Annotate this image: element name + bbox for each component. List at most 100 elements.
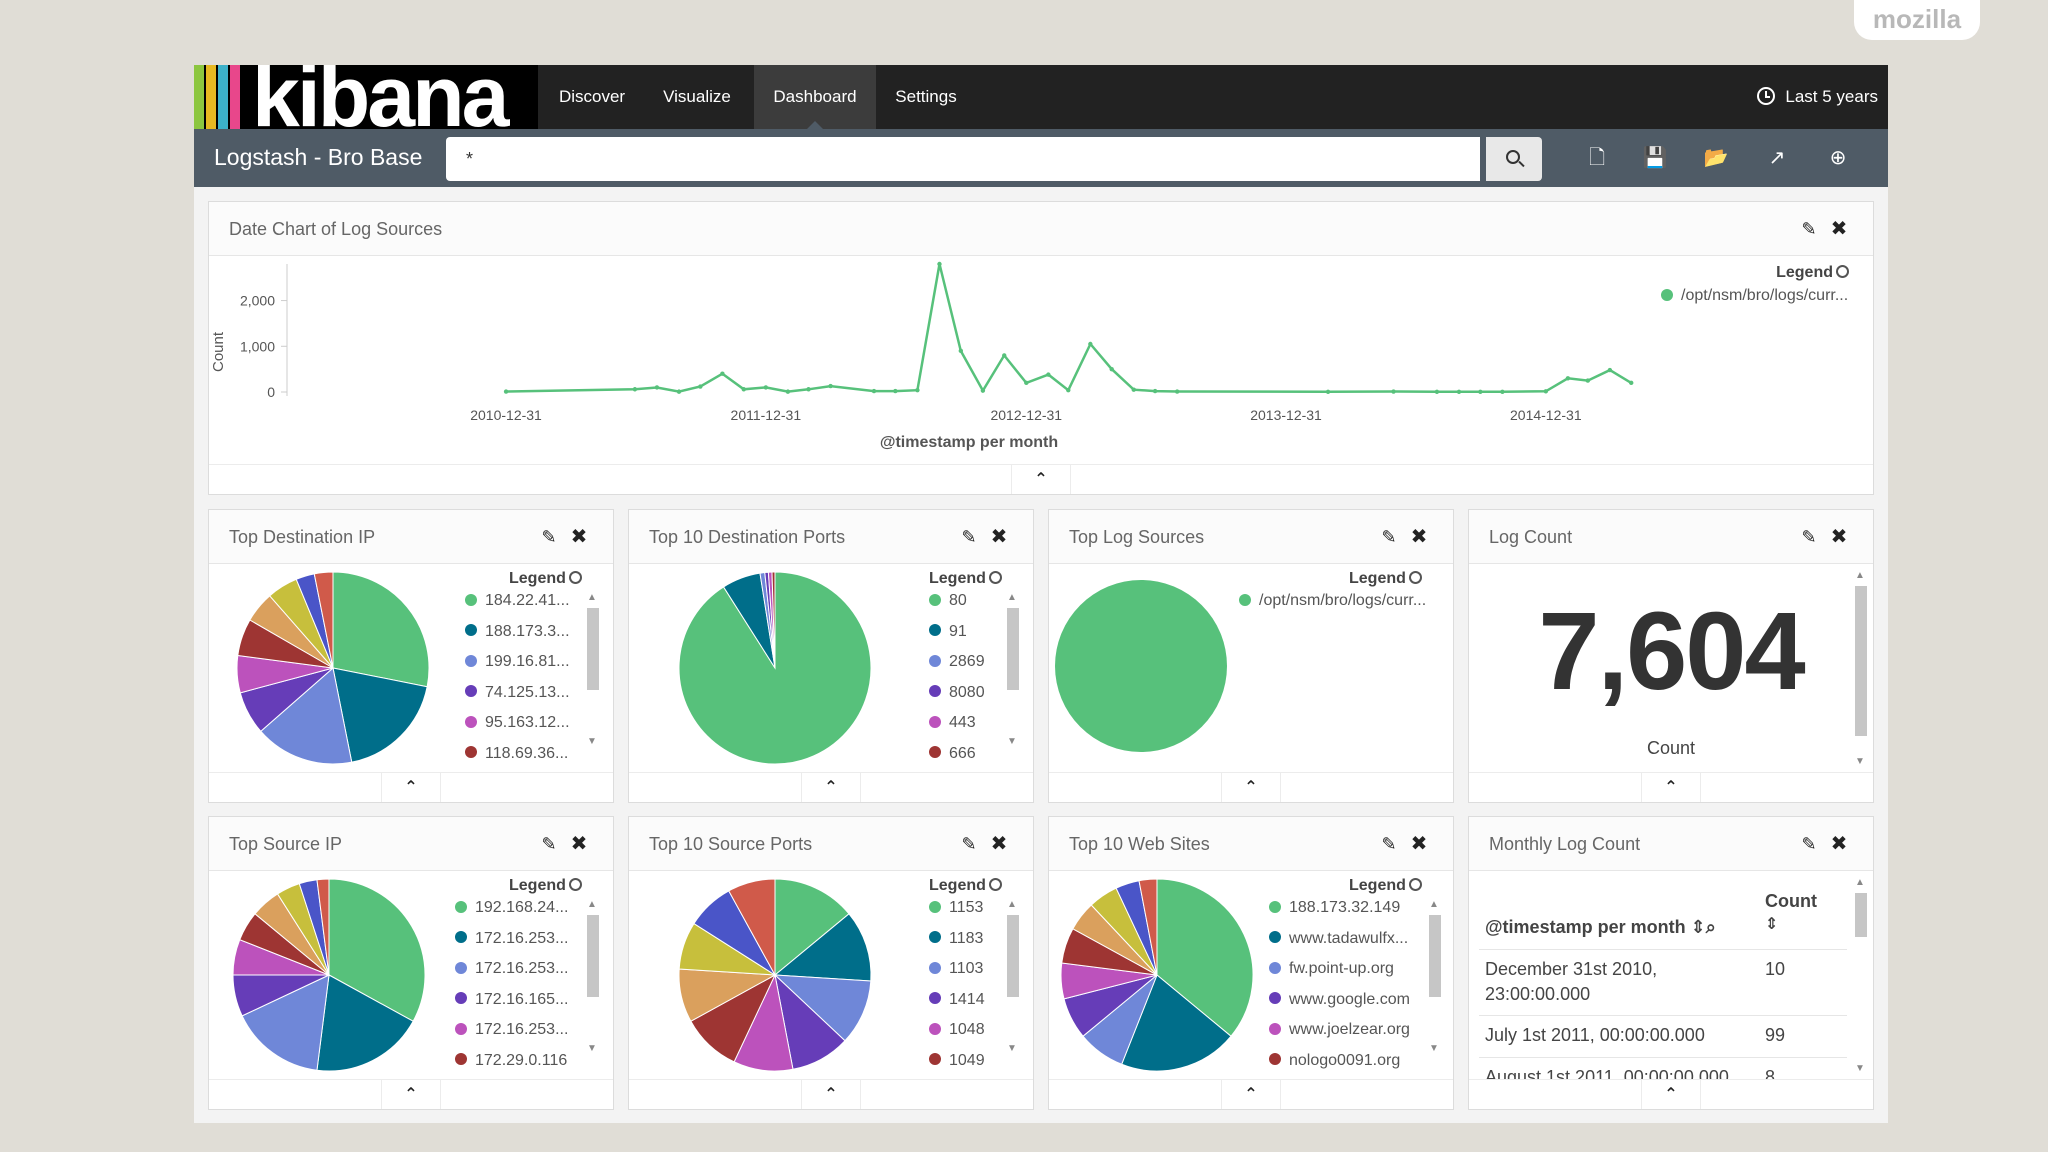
data-point[interactable] (1109, 366, 1114, 372)
scroll-down-arrow[interactable]: ▼ (1429, 1043, 1439, 1054)
legend-toggle[interactable]: Legend (509, 877, 582, 895)
new-dashboard-icon[interactable]: 🗋 (1588, 147, 1606, 169)
edit-icon[interactable]: ✎ (541, 527, 557, 547)
edit-icon[interactable]: ✎ (1381, 527, 1397, 547)
scroll-thumb[interactable] (1855, 893, 1867, 937)
scroll-thumb[interactable] (1429, 915, 1441, 997)
close-icon[interactable]: ✖ (990, 833, 1008, 855)
pie-slice[interactable] (332, 571, 430, 688)
nav-visualize[interactable]: Visualize (663, 87, 731, 106)
legend-toggle[interactable]: Legend (929, 877, 1002, 895)
legend-item[interactable]: 80 (929, 592, 967, 610)
data-point[interactable] (1543, 389, 1549, 394)
legend-item[interactable]: 1049 (929, 1052, 985, 1070)
legend-item[interactable]: /opt/nsm/bro/logs/curr... (1661, 287, 1848, 305)
data-point[interactable] (1152, 388, 1158, 394)
query-input[interactable] (446, 137, 1480, 181)
legend-item[interactable]: nologo0091.org (1269, 1052, 1400, 1070)
scroll-up-arrow[interactable]: ▲ (587, 592, 597, 603)
legend-scrollbar[interactable]: ▲ ▼ (585, 899, 599, 1057)
close-icon[interactable]: ✖ (1830, 218, 1848, 240)
data-point[interactable] (785, 389, 791, 394)
legend-item[interactable]: www.tadawulfx... (1269, 930, 1408, 948)
data-point[interactable] (1174, 389, 1180, 394)
legend-item[interactable]: 172.29.0.116 (455, 1052, 567, 1070)
data-point[interactable] (1046, 372, 1051, 377)
edit-icon[interactable]: ✎ (961, 527, 977, 547)
data-point[interactable] (1002, 353, 1007, 358)
edit-icon[interactable]: ✎ (1801, 219, 1817, 239)
data-point[interactable] (1565, 376, 1571, 381)
data-point[interactable] (806, 387, 811, 392)
collapse-toggle[interactable]: ⌃ (801, 1079, 861, 1109)
close-icon[interactable]: ✖ (570, 833, 588, 855)
data-point[interactable] (1478, 389, 1483, 394)
open-icon[interactable]: 📂 (1703, 147, 1729, 169)
edit-icon[interactable]: ✎ (961, 834, 977, 854)
data-point[interactable] (871, 388, 877, 394)
data-point[interactable] (1607, 367, 1613, 373)
scroll-up-arrow[interactable]: ▲ (1007, 592, 1017, 603)
edit-icon[interactable]: ✎ (1381, 834, 1397, 854)
pie-slice[interactable] (332, 667, 428, 763)
data-point[interactable] (1024, 380, 1029, 386)
data-point[interactable] (1325, 389, 1331, 394)
legend-toggle[interactable]: Legend (929, 570, 1002, 588)
scroll-up-arrow[interactable]: ▲ (1429, 899, 1439, 910)
legend-item[interactable]: /opt/nsm/bro/logs/curr... (1239, 592, 1426, 610)
legend-item[interactable]: 8080 (929, 684, 985, 702)
legend-scrollbar[interactable]: ▲ ▼ (1005, 592, 1019, 750)
legend-item[interactable]: 172.16.253... (455, 960, 568, 978)
pie-slice[interactable] (1121, 974, 1232, 1072)
legend-item[interactable]: 172.16.253... (455, 1021, 568, 1039)
nav-settings[interactable]: Settings (895, 87, 957, 106)
pie-slice[interactable] (774, 878, 850, 977)
collapse-toggle[interactable]: ⌃ (381, 772, 441, 802)
close-icon[interactable]: ✖ (990, 526, 1008, 548)
data-point[interactable] (741, 387, 746, 392)
scroll-up-arrow[interactable]: ▲ (1007, 899, 1017, 910)
scroll-down-arrow[interactable]: ▼ (587, 1043, 597, 1054)
add-panel-icon[interactable]: ⊕ (1829, 147, 1847, 169)
data-point[interactable] (1066, 387, 1071, 393)
scroll-down-arrow[interactable]: ▼ (1855, 1063, 1865, 1074)
legend-scrollbar[interactable]: ▲ ▼ (1005, 899, 1019, 1057)
scroll-thumb[interactable] (1007, 608, 1019, 690)
sort-icon[interactable]: ⇕ (1690, 917, 1706, 937)
data-point[interactable] (915, 387, 920, 393)
pie-slice[interactable] (313, 571, 334, 669)
time-picker[interactable]: Last 5 years (1757, 65, 1878, 129)
data-point[interactable] (980, 388, 986, 393)
legend-item[interactable]: 184.22.41... (465, 592, 570, 610)
data-point[interactable] (1131, 387, 1136, 392)
legend-toggle[interactable]: Legend (1349, 570, 1422, 588)
close-icon[interactable]: ✖ (1830, 526, 1848, 548)
data-point[interactable] (1088, 341, 1093, 347)
table-scrollbar[interactable]: ▲ ▼ (1853, 877, 1867, 1077)
collapse-toggle[interactable]: ⌃ (1641, 1079, 1701, 1109)
legend-item[interactable]: 443 (929, 714, 976, 732)
collapse-toggle[interactable]: ⌃ (1221, 1079, 1281, 1109)
data-point[interactable] (1434, 389, 1440, 394)
legend-item[interactable]: 172.16.165... (455, 991, 568, 1009)
pie-slice[interactable] (328, 878, 426, 1022)
legend-scrollbar[interactable]: ▲ ▼ (1427, 899, 1441, 1057)
scroll-up-arrow[interactable]: ▲ (587, 899, 597, 910)
collapse-toggle[interactable]: ⌃ (1221, 772, 1281, 802)
data-point[interactable] (720, 371, 725, 376)
scroll-thumb[interactable] (1855, 586, 1867, 736)
data-point[interactable] (1585, 378, 1591, 383)
data-point[interactable] (763, 385, 769, 390)
legend-item[interactable]: 172.16.253... (455, 930, 568, 948)
data-point[interactable] (828, 383, 833, 389)
legend-scrollbar[interactable]: ▲ ▼ (585, 592, 599, 750)
pie-slice[interactable] (1055, 580, 1227, 752)
sort-icon[interactable]: ⇕ (1765, 916, 1779, 933)
legend-item[interactable]: 1048 (929, 1021, 985, 1039)
legend-item[interactable]: www.google.com (1269, 991, 1410, 1009)
edit-icon[interactable]: ✎ (1801, 527, 1817, 547)
legend-item[interactable]: 666 (929, 745, 976, 763)
legend-item[interactable]: www.joelzear.org (1269, 1021, 1410, 1039)
data-point[interactable] (1500, 389, 1505, 394)
scroll-up-arrow[interactable]: ▲ (1855, 877, 1865, 888)
